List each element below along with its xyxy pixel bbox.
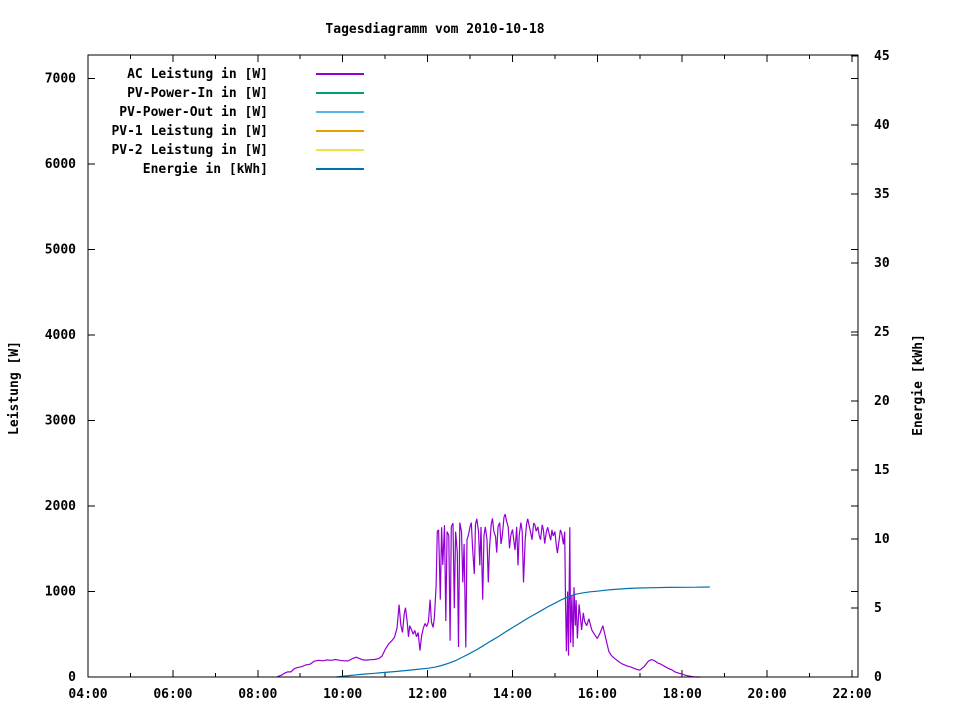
y-right-tick-label: 30 bbox=[874, 256, 890, 271]
legend: AC Leistung in [W] PV-Power-In in [W] PV… bbox=[111, 67, 364, 177]
x-tick-label: 10:00 bbox=[323, 687, 362, 702]
y-right-tick-label: 5 bbox=[874, 601, 882, 616]
axis-ticks-layer: 04:00 06:00 08:00 10:00 12:00 14:00 16:00 18:00… bbox=[45, 49, 890, 702]
y-left-tick-label: 6000 bbox=[45, 157, 76, 172]
y-right-tick-label: 25 bbox=[874, 325, 890, 340]
y-left-tick-label: 3000 bbox=[45, 413, 76, 428]
chart-title: Tagesdiagramm vom 2010-10-18 bbox=[325, 22, 544, 37]
y-axis-right-title: Energie [kWh] bbox=[911, 334, 926, 436]
x-tick-label: 16:00 bbox=[578, 687, 617, 702]
x-tick-label: 20:00 bbox=[748, 687, 787, 702]
y-right-tick-label: 35 bbox=[874, 187, 890, 202]
y-left-tick-label: 5000 bbox=[45, 242, 76, 257]
y-left-tick-label: 1000 bbox=[45, 584, 76, 599]
y-right-tick-label: 10 bbox=[874, 532, 890, 547]
y-left-tick-label: 4000 bbox=[45, 328, 76, 343]
legend-label-pv-power-in: PV-Power-In in [W] bbox=[127, 86, 268, 101]
legend-label-pv1-power: PV-1 Leistung in [W] bbox=[111, 124, 268, 139]
x-tick-label: 12:00 bbox=[408, 687, 447, 702]
ac-power-line bbox=[276, 513, 701, 678]
y-left-tick-label: 7000 bbox=[45, 71, 76, 86]
x-tick-label: 18:00 bbox=[663, 687, 702, 702]
energy-line bbox=[336, 586, 710, 678]
y-left-tick-label: 0 bbox=[68, 670, 76, 685]
legend-label-pv-power-out: PV-Power-Out in [W] bbox=[119, 105, 268, 120]
y-axis-left-title: Leistung [W] bbox=[7, 341, 22, 435]
y-right-tick-label: 45 bbox=[874, 49, 890, 64]
x-tick-label: 04:00 bbox=[68, 687, 107, 702]
x-tick-label: 08:00 bbox=[238, 687, 277, 702]
y-right-tick-label: 40 bbox=[874, 118, 890, 133]
y-left-tick-label: 2000 bbox=[45, 499, 76, 514]
legend-label-ac-power: AC Leistung in [W] bbox=[127, 67, 268, 82]
data-series-layer bbox=[276, 513, 710, 678]
x-tick-label: 06:00 bbox=[153, 687, 192, 702]
y-right-tick-label: 20 bbox=[874, 394, 890, 409]
x-tick-label: 14:00 bbox=[493, 687, 532, 702]
plot-border bbox=[87, 54, 859, 678]
legend-label-pv2-power: PV-2 Leistung in [W] bbox=[111, 143, 268, 158]
legend-label-energy: Energie in [kWh] bbox=[143, 162, 268, 177]
x-tick-label: 22:00 bbox=[832, 687, 871, 702]
y-right-tick-label: 0 bbox=[874, 670, 882, 685]
y-right-tick-label: 15 bbox=[874, 463, 890, 478]
